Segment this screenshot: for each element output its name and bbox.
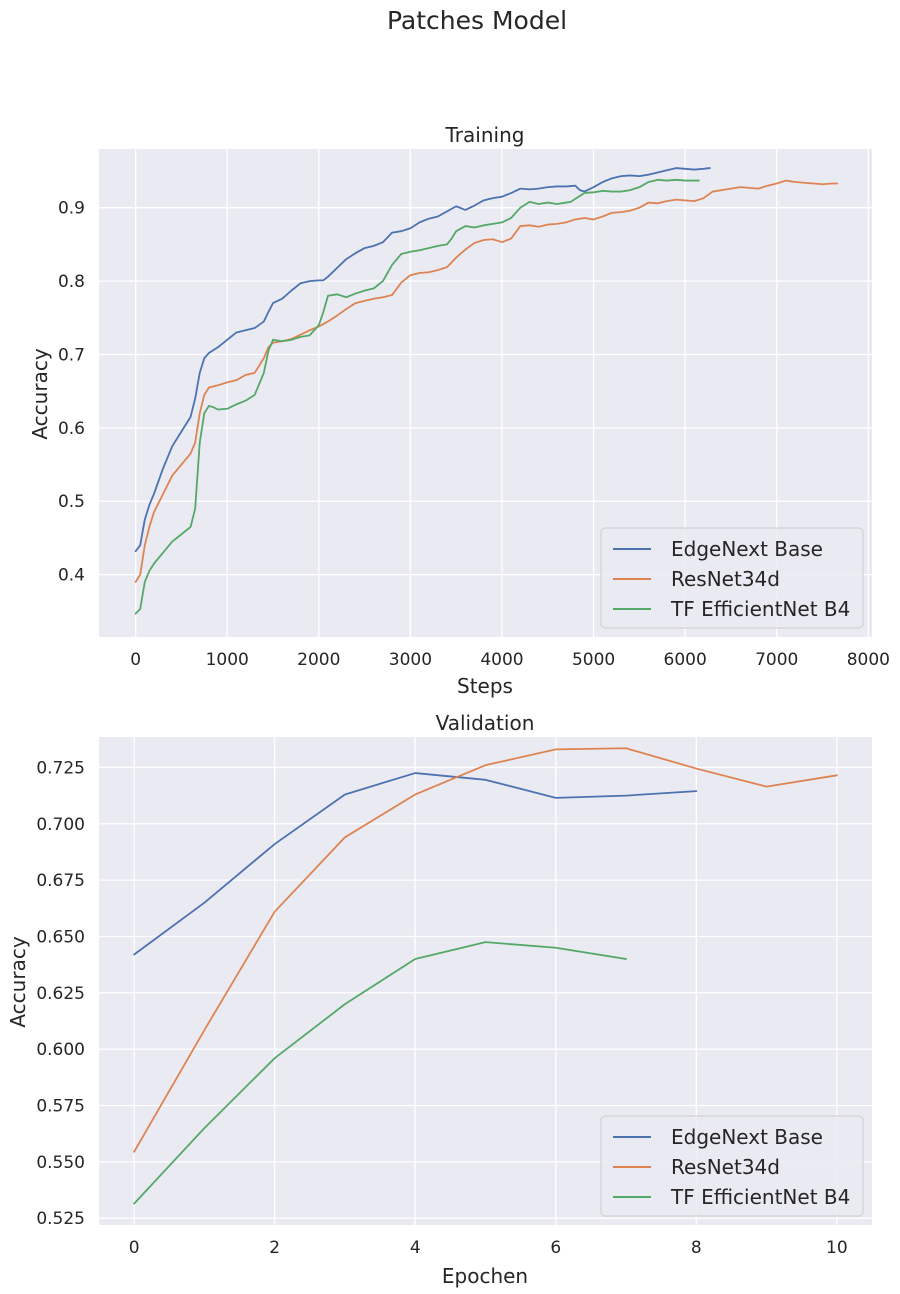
validation-y-tick-label: 0.650 — [36, 927, 85, 947]
training-x-tick-label: 8000 — [847, 650, 890, 670]
validation-y-tick-label: 0.725 — [36, 758, 85, 778]
training-line-resnet34d — [134, 179, 839, 583]
validation-x-tick-label: 6 — [550, 1238, 561, 1258]
training-y-tick-label: 0.7 — [58, 345, 85, 365]
training-line-edgenext-base — [134, 167, 711, 553]
validation-line-edgenext-base — [133, 772, 698, 956]
training-title: Training — [445, 123, 525, 147]
training-y-tick-label: 0.8 — [58, 272, 85, 292]
training-y-tick-label: 0.6 — [58, 419, 85, 439]
validation-legend: EdgeNext Base ResNet34d TF EfficientNet B4 — [600, 1115, 864, 1217]
validation-y-tick-label: 0.525 — [36, 1209, 85, 1229]
training-x-tick-label: 7000 — [755, 650, 798, 670]
training-chart: Training Steps Accuracy 0 1000 2000 3000 400… — [28, 123, 890, 698]
validation-y-tick-label: 0.675 — [36, 871, 85, 891]
validation-y-tick-label: 0.700 — [36, 815, 85, 835]
training-x-tick-label: 5000 — [572, 650, 615, 670]
validation-legend-label-tf-efficientnet-b4: TF EfficientNet B4 — [670, 1185, 850, 1209]
training-legend-label-resnet34d: ResNet34d — [671, 567, 780, 591]
training-x-tick-label: 2000 — [297, 650, 340, 670]
validation-y-label: Accuracy — [6, 936, 30, 1027]
training-y-tick-label: 0.9 — [58, 199, 85, 219]
validation-x-tick-label: 8 — [691, 1238, 702, 1258]
training-line-tf-efficientnet-b4 — [134, 178, 700, 615]
validation-legend-label-edgenext-base: EdgeNext Base — [671, 1125, 823, 1149]
figure-title: Patches Model — [387, 6, 567, 35]
training-x-tick-label: 1000 — [206, 650, 249, 670]
validation-x-tick-label: 0 — [129, 1238, 140, 1258]
training-x-label: Steps — [457, 674, 513, 698]
training-x-tick-label: 4000 — [480, 650, 523, 670]
training-x-tick-label: 0 — [130, 650, 141, 670]
training-x-tick-label: 6000 — [664, 650, 707, 670]
validation-line-resnet34d — [133, 747, 838, 1153]
validation-title: Validation — [436, 711, 535, 735]
validation-x-tick-label: 2 — [269, 1238, 280, 1258]
training-legend-label-edgenext-base: EdgeNext Base — [671, 537, 823, 561]
validation-x-tick-label: 10 — [826, 1238, 848, 1258]
validation-legend-box — [600, 1115, 864, 1217]
validation-legend-label-resnet34d: ResNet34d — [671, 1155, 780, 1179]
training-legend: EdgeNext Base ResNet34d TF EfficientNet B4 — [600, 527, 864, 629]
validation-chart: Validation Epochen Accuracy 0 2 4 6 8 10 0.525… — [6, 711, 872, 1288]
validation-line-tf-efficientnet-b4 — [133, 941, 627, 1205]
validation-y-tick-label: 0.600 — [36, 1040, 85, 1060]
validation-y-tick-label: 0.550 — [36, 1153, 85, 1173]
training-y-label: Accuracy — [28, 348, 52, 439]
training-y-tick-label: 0.4 — [58, 566, 85, 586]
validation-y-tick-label: 0.575 — [36, 1097, 85, 1117]
training-legend-label-tf-efficientnet-b4: TF EfficientNet B4 — [670, 597, 850, 621]
validation-y-tick-label: 0.625 — [36, 984, 85, 1004]
validation-x-tick-label: 4 — [410, 1238, 421, 1258]
training-y-tick-label: 0.5 — [58, 492, 85, 512]
training-legend-box — [600, 527, 864, 629]
training-x-tick-label: 3000 — [389, 650, 432, 670]
validation-x-label: Epochen — [442, 1264, 528, 1288]
